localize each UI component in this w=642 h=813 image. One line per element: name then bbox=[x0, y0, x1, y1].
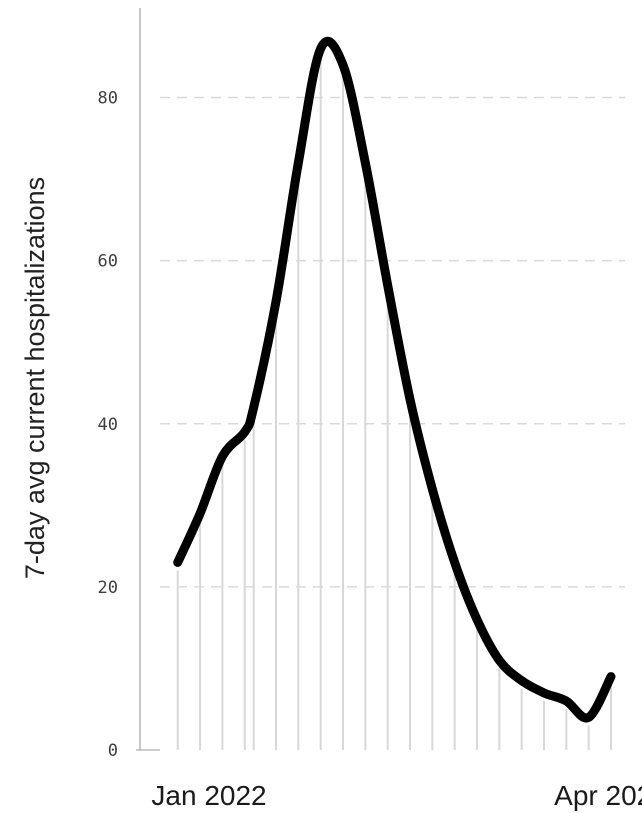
line-series-layer bbox=[173, 37, 616, 723]
y-tick-label: 20 bbox=[98, 578, 118, 598]
y-axis-label: 7-day avg current hospitalizations bbox=[20, 177, 50, 579]
gridlines-layer bbox=[160, 96, 625, 588]
daily-bars-layer bbox=[176, 56, 612, 750]
axis-layer bbox=[136, 8, 160, 751]
y-tick-label: 80 bbox=[98, 89, 118, 109]
labels-layer: 0 20 40 60 80 Jan 2022 Apr 2022 7-day avg curre… bbox=[20, 89, 642, 811]
y-tick-label: 0 bbox=[108, 741, 118, 761]
main-line-series bbox=[173, 37, 616, 723]
x-tick-label: Jan 2022 bbox=[151, 780, 266, 811]
y-tick-label: 40 bbox=[98, 415, 118, 435]
x-tick-label: Apr 2022 bbox=[554, 780, 642, 811]
y-tick-label: 60 bbox=[98, 252, 118, 272]
